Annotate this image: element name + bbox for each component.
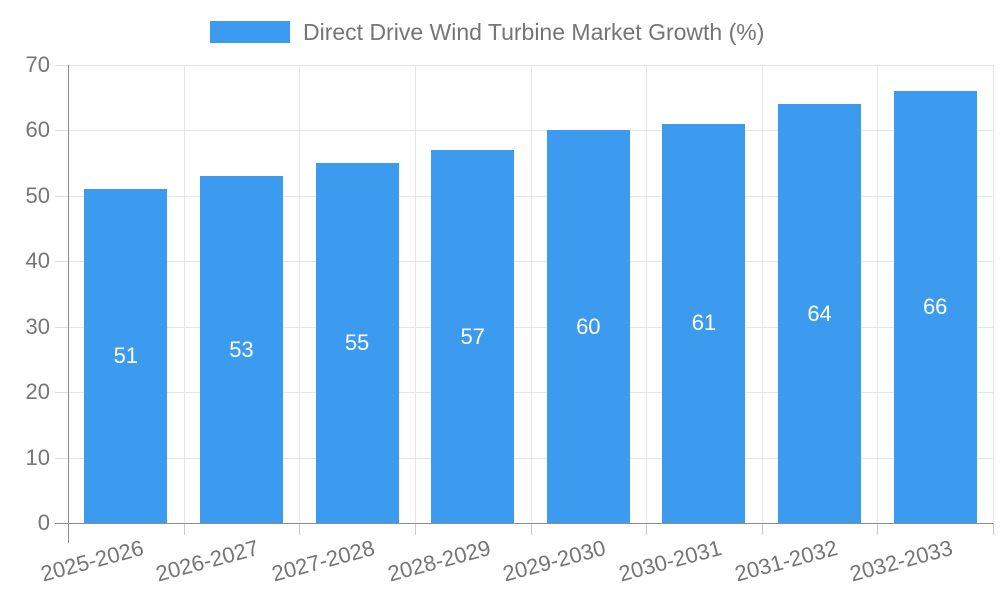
y-axis-label: 40: [25, 248, 50, 274]
x-gridline: [877, 65, 879, 523]
x-gridline: [414, 65, 416, 523]
y-axis-label: 20: [25, 379, 50, 405]
bar[interactable]: [662, 123, 746, 523]
x-tick: [877, 523, 879, 535]
x-gridline: [761, 65, 763, 523]
bar-value-label: 64: [807, 300, 832, 326]
y-tick: [55, 326, 68, 328]
y-tick: [55, 261, 68, 263]
y-axis: [68, 65, 69, 543]
bar-value-label: 60: [576, 313, 601, 339]
x-gridline: [993, 65, 994, 523]
x-axis: [55, 523, 993, 524]
bar[interactable]: [315, 163, 399, 523]
x-tick: [646, 523, 648, 535]
x-gridline: [299, 65, 301, 523]
y-axis-label: 0: [37, 510, 50, 535]
y-tick: [55, 457, 68, 459]
x-tick: [761, 523, 763, 535]
bar[interactable]: [199, 176, 283, 523]
x-gridline: [646, 65, 648, 523]
bar-value-label: 57: [460, 323, 485, 349]
y-tick: [55, 392, 68, 394]
y-axis-label: 60: [25, 117, 50, 143]
bar[interactable]: [546, 130, 630, 523]
x-tick: [299, 523, 301, 535]
bar[interactable]: [778, 104, 862, 523]
y-tick: [55, 65, 68, 66]
bar[interactable]: [893, 91, 977, 523]
y-axis-label: 70: [25, 52, 50, 77]
x-tick: [414, 523, 416, 535]
y-axis-label: 30: [25, 313, 50, 339]
x-gridline: [530, 65, 532, 523]
y-tick: [55, 130, 68, 132]
bar-value-label: 61: [691, 310, 717, 336]
bar[interactable]: [84, 189, 168, 523]
y-axis-label: 50: [25, 182, 50, 208]
x-tick: [993, 523, 994, 535]
y-tick: [55, 195, 68, 197]
bar-value-label: 53: [229, 336, 254, 362]
y-axis-label: 10: [25, 444, 50, 470]
legend-swatch[interactable]: [210, 21, 290, 43]
legend-label[interactable]: Direct Drive Wind Turbine Market Growth …: [303, 19, 765, 45]
x-tick: [183, 523, 185, 535]
x-tick: [530, 523, 532, 535]
bar-value-label: 55: [344, 330, 370, 356]
bar[interactable]: [431, 150, 515, 523]
bar-value-label: 66: [922, 294, 948, 320]
bar-value-label: 51: [113, 343, 139, 369]
x-gridline: [183, 65, 185, 523]
